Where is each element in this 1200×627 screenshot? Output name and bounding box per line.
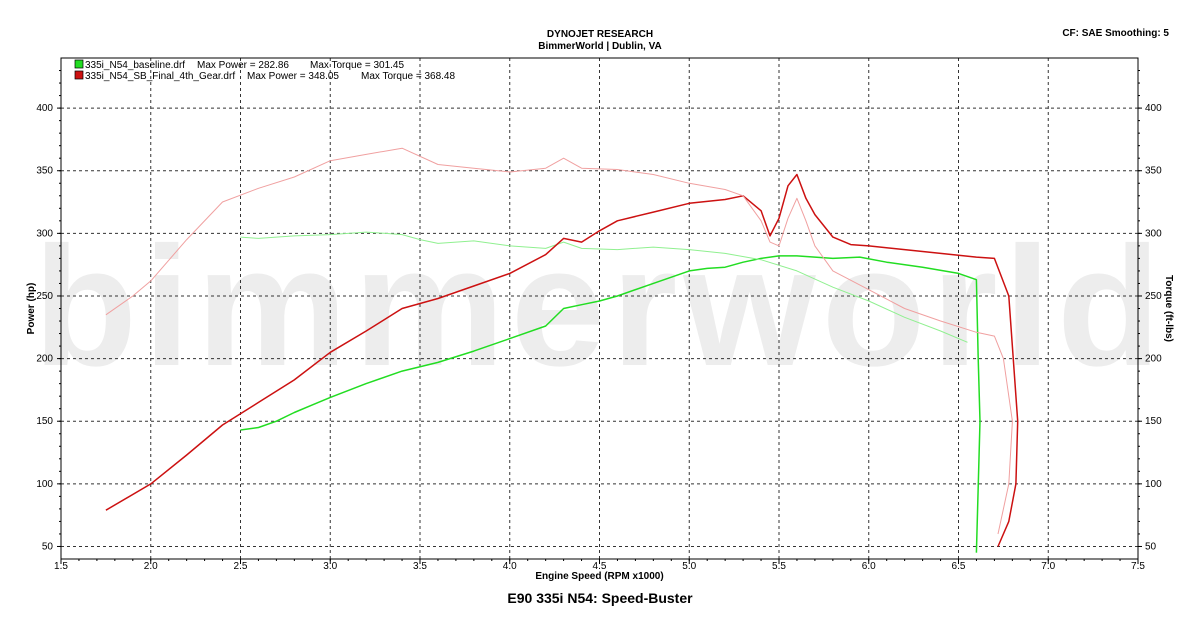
x-tick-label: 1.5 (54, 561, 68, 572)
x-tick-label: 5.0 (682, 561, 696, 572)
x-tick-label: 7.0 (1041, 561, 1055, 572)
y-right-tick-label: 50 (1145, 541, 1157, 552)
y-left-tick-label: 100 (36, 479, 53, 490)
series-line-torque (105, 147, 1013, 535)
y-left-tick-label: 150 (36, 416, 53, 427)
x-tick-label: 3.5 (413, 561, 427, 572)
y-axis-left-label: Power (hp) (26, 283, 37, 335)
x-tick-label: 4.0 (503, 561, 517, 572)
watermark-text: bimmerworld (33, 212, 1166, 402)
header-subtitle: BimmerWorld | Dublin, VA (538, 41, 662, 52)
axis-ticks: 1.5 2.0 2.5 3.0 3.5 4.0 4.5 5.0 5.5 6.0 6.5 7.0 7.55… (36, 70, 1162, 572)
legend-max-power: Max Power = 348.05 (247, 71, 339, 82)
x-tick-label: 6.0 (862, 561, 876, 572)
series-line-power (105, 173, 1019, 547)
series-lines (105, 147, 1019, 553)
y-right-tick-label: 200 (1145, 354, 1162, 365)
legend-file: 335i_N54_baseline.drf (85, 60, 185, 71)
y-right-tick-label: 300 (1145, 228, 1162, 239)
series-line-torque (240, 231, 968, 343)
x-tick-label: 5.5 (772, 561, 786, 572)
chart-title: E90 335i N54: Speed-Buster (507, 590, 693, 606)
y-left-tick-label: 300 (36, 228, 53, 239)
y-right-tick-label: 250 (1145, 291, 1162, 302)
y-left-tick-label: 250 (36, 291, 53, 302)
y-right-tick-label: 350 (1145, 166, 1162, 177)
x-tick-label: 3.0 (323, 561, 337, 572)
series-line-power (240, 255, 981, 553)
legend-swatch (74, 70, 84, 80)
settings-label: CF: SAE Smoothing: 5 (1062, 28, 1169, 39)
x-tick-label: 7.5 (1131, 561, 1145, 572)
y-right-tick-label: 100 (1145, 479, 1162, 490)
x-axis-label: Engine Speed (RPM x1000) (535, 571, 663, 582)
y-right-tick-label: 400 (1145, 103, 1162, 114)
y-right-tick-label: 150 (1145, 416, 1162, 427)
y-left-tick-label: 350 (36, 166, 53, 177)
y-left-tick-label: 50 (42, 541, 54, 552)
y-axis-right-label: Torque (ft-lbs) (1163, 275, 1174, 342)
y-left-tick-label: 400 (36, 103, 53, 114)
x-tick-label: 2.5 (234, 561, 248, 572)
y-left-tick-label: 200 (36, 354, 53, 365)
legend-max-torque: Max Torque = 301.45 (310, 60, 404, 71)
legend-max-power: Max Power = 282.86 (197, 60, 289, 71)
legend-max-torque: Max Torque = 368.48 (361, 71, 455, 82)
header-title: DYNOJET RESEARCH (546, 29, 654, 40)
x-tick-label: 4.5 (593, 561, 607, 572)
legend-swatch (74, 59, 84, 69)
legend: 335i_N54_baseline.drf Max Power = 282.86 M… (74, 59, 455, 82)
x-tick-label: 6.5 (952, 561, 966, 572)
legend-file: 335i_N54_SB_Final_4th_Gear.drf (85, 71, 235, 82)
x-tick-label: 2.0 (144, 561, 158, 572)
